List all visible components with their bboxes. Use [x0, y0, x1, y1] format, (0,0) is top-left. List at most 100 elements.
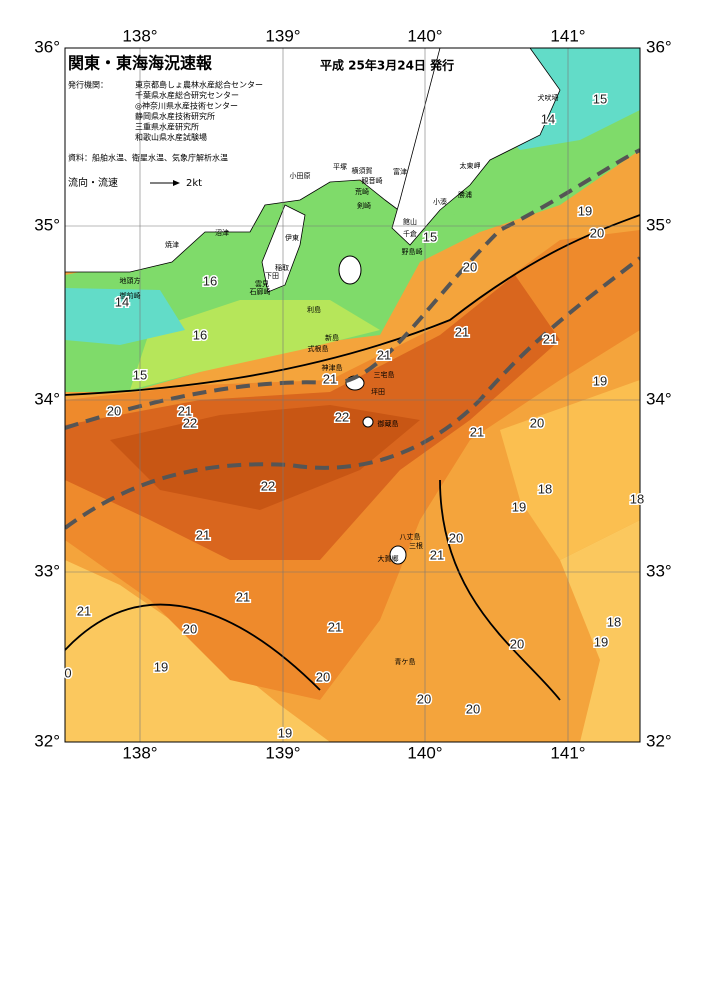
lat-label: 35°	[34, 215, 60, 234]
place-name: 小湊	[433, 197, 447, 206]
lat-label: 33°	[34, 561, 60, 580]
temperature-label: 20	[590, 225, 604, 240]
temperature-label: 20	[466, 701, 480, 716]
place-name: 利島	[307, 305, 321, 314]
legend-label: 流向・流速	[68, 176, 118, 189]
place-name: 野島崎	[402, 247, 423, 256]
temperature-label: 22	[261, 478, 275, 493]
lon-label: 140°	[407, 743, 442, 762]
lat-label: 35°	[646, 215, 672, 234]
lon-label: 139°	[265, 26, 300, 45]
temperature-label: 20	[463, 259, 477, 274]
temperature-label: 0	[64, 665, 71, 680]
place-name: 下田	[265, 272, 279, 280]
place-name: 剣崎	[357, 201, 371, 210]
temperature-label: 19	[594, 634, 608, 649]
place-name: 地頭方	[120, 276, 141, 285]
temperature-label: 20	[449, 530, 463, 545]
temperature-label: 20	[107, 403, 121, 418]
temperature-label: 20	[417, 691, 431, 706]
temperature-label: 19	[593, 373, 607, 388]
temperature-label: 21	[470, 424, 484, 439]
issue-date: 平成 25年3月24日 発行	[320, 58, 454, 73]
place-name: 雲見	[255, 280, 269, 288]
place-name: 大賀郷	[378, 554, 399, 563]
temperature-label: 15	[423, 229, 437, 244]
temperature-label: 16	[193, 327, 207, 342]
temperature-label: 20	[316, 669, 330, 684]
source: 資料：船舶水温、衛星水温、気象庁解析水温	[68, 153, 228, 163]
place-name: 坪田	[371, 388, 385, 396]
map-frame	[64, 47, 641, 743]
lon-label: 140°	[407, 26, 442, 45]
lat-label: 36°	[646, 37, 672, 56]
place-name: 三宅島	[374, 370, 395, 379]
place-name: 伊東	[285, 233, 299, 242]
temperature-label: 19	[154, 659, 168, 674]
place-name: 八丈島	[400, 532, 421, 541]
temperature-label: 21	[178, 403, 192, 418]
org-label: 発行機関：	[68, 80, 108, 90]
temperature-label: 20	[530, 415, 544, 430]
org: ◎神奈川県水産技術センター	[135, 101, 238, 111]
lon-label: 138°	[122, 743, 157, 762]
temperature-label: 22	[183, 415, 197, 430]
temperature-label: 21	[430, 547, 444, 562]
lon-label: 139°	[265, 743, 300, 762]
place-name: 三根	[409, 541, 423, 550]
org: 三重県水産研究所	[135, 122, 199, 132]
place-name: 千倉	[403, 229, 417, 238]
place-name: 新島	[325, 333, 339, 342]
temperature-label: 19	[512, 499, 526, 514]
temperature-label: 22	[335, 409, 349, 424]
temperature-label: 21	[543, 331, 557, 346]
org: 千葉県水産総合研究センター	[135, 90, 239, 100]
temperature-label: 19	[278, 725, 292, 740]
temperature-label: 15	[593, 91, 607, 106]
place-name: 御蔵島	[378, 419, 399, 428]
temperature-label: 14	[115, 294, 129, 309]
place-name: 横須賀	[352, 166, 373, 175]
temperature-label: 21	[328, 619, 342, 634]
temperature-label: 21	[196, 527, 210, 542]
legend-speed: 2kt	[186, 178, 202, 189]
temperature-label: 21	[236, 589, 250, 604]
place-name: 御前崎	[120, 291, 141, 300]
place-name: 焼津	[165, 240, 179, 249]
map	[65, 48, 640, 742]
temperature-label: 15	[133, 367, 147, 382]
place-name: 犬吠埼	[538, 93, 559, 102]
lat-label: 33°	[646, 561, 672, 580]
temperature-label: 21	[323, 371, 337, 386]
place-name: 式根島	[308, 344, 329, 353]
lon-label: 141°	[550, 743, 585, 762]
temperature-label: 20	[510, 636, 524, 651]
title: 関東・東海海況速報	[68, 54, 213, 73]
temperature-label: 20	[183, 621, 197, 636]
place-name: 稲取	[275, 263, 289, 272]
temperature-label: 18	[538, 481, 552, 496]
place-name: 観音崎	[362, 176, 383, 185]
legend-arrowhead	[173, 180, 180, 186]
temperature-label: 21	[377, 347, 391, 362]
lon-label: 141°	[550, 26, 585, 45]
temperature-label: 19	[578, 203, 592, 218]
place-name: 勝浦	[458, 190, 472, 199]
lat-label: 32°	[34, 731, 60, 750]
place-name: 小田原	[290, 171, 311, 180]
lat-label: 34°	[646, 389, 672, 408]
temperature-label: 18	[630, 491, 644, 506]
lat-label: 36°	[34, 37, 60, 56]
org: 静岡県水産技術研究所	[135, 111, 215, 121]
place-name: 太東岬	[460, 161, 481, 170]
place-name: 石廊崎	[250, 287, 271, 296]
place-name: 平塚	[333, 162, 347, 171]
org: 和歌山県水産試験場	[135, 132, 207, 142]
lat-label: 32°	[646, 731, 672, 750]
place-name: 館山	[403, 217, 417, 226]
lon-label: 138°	[122, 26, 157, 45]
place-name: 沼津	[215, 228, 229, 237]
place-name: 富津	[393, 167, 407, 176]
place-name: 荒崎	[355, 187, 369, 196]
